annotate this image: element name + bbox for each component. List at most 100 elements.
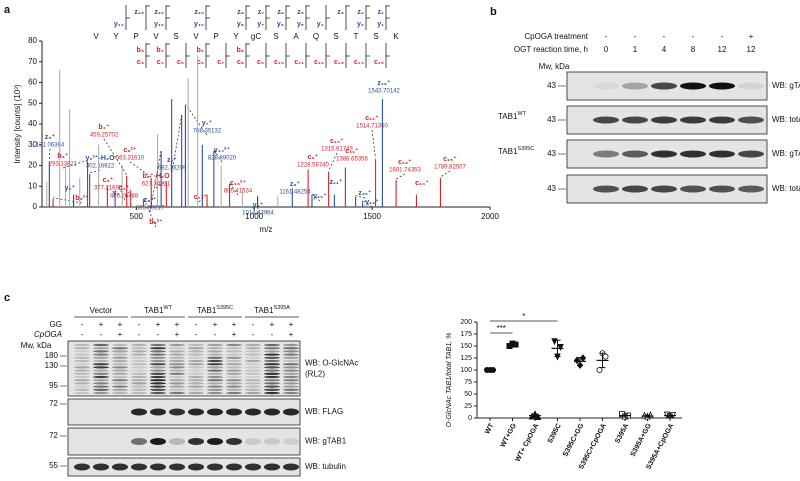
band xyxy=(150,372,166,375)
cpoga-sign: + xyxy=(118,330,123,339)
band xyxy=(169,359,185,363)
band xyxy=(150,379,166,382)
band xyxy=(245,366,261,369)
fragment-ion: z₂ xyxy=(357,9,364,16)
band xyxy=(245,350,261,353)
band xyxy=(245,359,261,363)
time-label: 12 xyxy=(718,45,727,54)
band xyxy=(131,408,147,416)
ion-label: b₈²⁺ xyxy=(149,218,163,226)
residue: Q xyxy=(313,32,319,41)
fragment-ion: z₇ xyxy=(258,9,265,16)
band xyxy=(150,391,166,395)
gg-sign: + xyxy=(118,320,123,329)
band xyxy=(131,385,147,388)
band xyxy=(112,363,128,366)
band xyxy=(283,463,299,471)
fragment-ion: c₇ xyxy=(217,59,224,66)
panel-label: b xyxy=(490,6,497,18)
fragment-ion: c₄ xyxy=(157,59,164,66)
y-tick-label: 80 xyxy=(28,36,37,45)
band xyxy=(264,438,280,445)
band xyxy=(651,82,677,90)
band xyxy=(150,388,166,391)
y-tick-label: 20 xyxy=(28,161,37,170)
band xyxy=(150,385,166,388)
gg-sign: - xyxy=(81,320,84,329)
band xyxy=(245,375,261,379)
blot-label: WB: gTAB1 xyxy=(772,149,800,158)
data-point xyxy=(596,366,603,373)
fragment-ion: c₁₃ xyxy=(334,59,344,66)
y-tick-label: 0 xyxy=(468,415,472,422)
band xyxy=(283,382,299,385)
treatment-sign: - xyxy=(721,32,724,41)
data-point xyxy=(551,338,558,346)
band xyxy=(169,369,185,372)
band xyxy=(207,356,223,359)
band xyxy=(264,372,280,375)
band xyxy=(245,408,261,416)
band xyxy=(264,359,280,363)
band xyxy=(264,388,280,391)
band xyxy=(226,366,242,369)
band xyxy=(93,391,109,395)
residue: S xyxy=(333,32,338,41)
band xyxy=(264,382,280,385)
leader-line xyxy=(371,129,376,159)
band xyxy=(680,82,706,90)
band xyxy=(131,353,147,356)
band xyxy=(283,379,299,382)
band xyxy=(226,408,242,416)
band xyxy=(150,343,166,347)
band xyxy=(74,343,90,347)
residue: Y xyxy=(113,32,119,41)
band xyxy=(226,350,242,353)
band xyxy=(74,385,90,388)
gg-sign: + xyxy=(99,320,104,329)
blot-label: WB: FLAG xyxy=(305,407,343,416)
band xyxy=(74,388,90,391)
band xyxy=(709,150,735,158)
leader-line xyxy=(62,160,88,169)
band xyxy=(74,359,90,363)
fragment-ion: y₄ xyxy=(317,21,324,28)
band xyxy=(131,363,147,366)
band xyxy=(188,350,204,353)
band xyxy=(131,347,147,350)
gg-sign: + xyxy=(156,320,161,329)
mass-label: 895.41534 xyxy=(224,189,253,195)
band xyxy=(264,369,280,372)
fragment-ion: c₁₀ xyxy=(274,59,284,66)
band xyxy=(169,379,185,382)
ion-label: c₉⁺ xyxy=(308,153,319,161)
band xyxy=(93,350,109,353)
ion-label: z₁₃⁺ xyxy=(377,79,391,87)
y-tick-label: 10 xyxy=(28,181,37,190)
band xyxy=(207,343,223,347)
band xyxy=(188,347,204,350)
leader-line xyxy=(143,197,157,228)
band xyxy=(207,353,223,356)
gg-sign: + xyxy=(175,320,180,329)
band xyxy=(188,388,204,391)
band xyxy=(593,82,619,90)
band xyxy=(207,375,223,379)
band xyxy=(112,391,128,395)
band xyxy=(226,356,242,359)
x-tick-label: S395C xyxy=(547,423,563,445)
band xyxy=(283,372,299,375)
mass-label: 1161.48254 xyxy=(279,190,311,196)
group-name: TAB1 xyxy=(144,306,164,315)
mw-marker: 72 xyxy=(49,431,58,440)
band xyxy=(112,375,128,379)
x-tick-label: S395A+GG xyxy=(630,422,654,458)
ion-label: c₁₅⁺ xyxy=(443,155,457,163)
fragment-ion: c₁₅ xyxy=(374,59,384,66)
x-tick-label: WT+GG xyxy=(500,422,519,449)
time-label: 0 xyxy=(604,45,609,54)
blot-label: WB: tubulin xyxy=(305,462,346,471)
band xyxy=(150,347,166,350)
cpoga-sign: - xyxy=(138,330,141,339)
residue: P xyxy=(133,32,138,41)
